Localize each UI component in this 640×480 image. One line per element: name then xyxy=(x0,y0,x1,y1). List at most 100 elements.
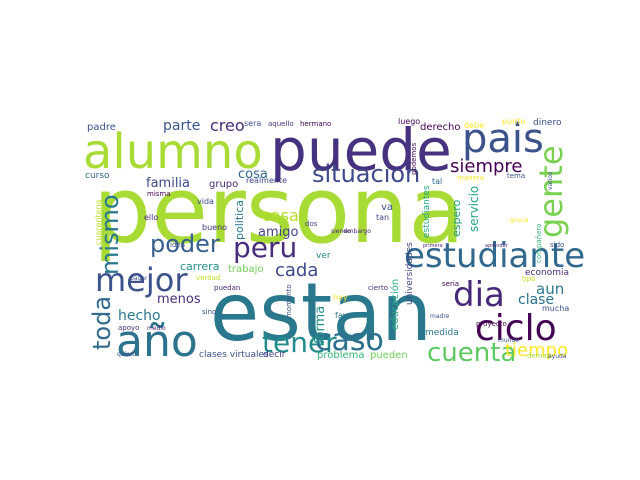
word-pais: pais xyxy=(462,116,544,162)
word-medida: medida xyxy=(425,328,459,338)
word-dinero: dinero xyxy=(533,118,562,128)
word-siendo: siendo xyxy=(331,228,351,235)
word-idea: idea xyxy=(170,241,185,249)
word-carrera: carrera xyxy=(180,260,219,273)
word-realmente: realmente xyxy=(246,176,287,185)
word-quiero: quiero xyxy=(117,351,136,358)
word-tipo: tipo xyxy=(522,275,535,283)
word-ver: ver xyxy=(316,251,331,261)
word-trabajo: trabajo xyxy=(228,264,264,275)
word-companero: compañero xyxy=(535,224,543,263)
word-favor: favor xyxy=(335,311,356,320)
word-luego: luego xyxy=(398,117,420,126)
word-sido: sido xyxy=(550,241,564,249)
word-verdad: verdad xyxy=(196,274,220,282)
word-cosa: cosa xyxy=(238,167,268,182)
word-debe: debe xyxy=(464,121,484,130)
word-ciclo: ciclo xyxy=(475,308,557,349)
word-mundo: mundo xyxy=(498,337,519,344)
word-vida: vida xyxy=(197,197,214,206)
word-aprender: aprender xyxy=(485,243,509,249)
word-mucha: mucha xyxy=(542,304,569,313)
word-misma: misma xyxy=(147,190,171,198)
word-medio: medio xyxy=(147,325,166,332)
word-va: va xyxy=(381,202,393,213)
word-poder: poder xyxy=(150,230,220,258)
word-tal: tal xyxy=(432,177,442,186)
word-toda: toda xyxy=(88,296,116,350)
word-sino: sino xyxy=(202,308,216,316)
word-gente: gente xyxy=(532,145,570,238)
word-tiempo: tiempo xyxy=(505,340,568,361)
word-servicio: servicio xyxy=(467,186,481,232)
word-tan: tan xyxy=(376,213,389,222)
word-curso: curso xyxy=(85,171,110,181)
word-alumno: alumno xyxy=(83,124,263,180)
word-peru: peru xyxy=(233,231,297,264)
word-parte: parte xyxy=(163,118,200,134)
word-amigo: amigo xyxy=(258,225,298,240)
word-ano: año xyxy=(116,316,198,367)
word-gracia: gracia xyxy=(510,217,529,224)
word-forma: forma xyxy=(313,306,328,344)
word-dia: dia xyxy=(453,275,505,315)
word-politica: politica xyxy=(233,200,246,240)
word-aun: aun xyxy=(536,280,564,298)
word-apoyo: apoyo xyxy=(118,324,139,332)
word-dos: dos xyxy=(305,220,318,228)
word-padre: padre xyxy=(87,122,116,133)
word-cuarentena: cuarentena xyxy=(94,199,103,245)
word-mejor: mejor xyxy=(95,261,188,299)
word-clases-virtuales: clases virtuales xyxy=(199,350,269,360)
word-ello: ello xyxy=(144,213,158,222)
word-ayuda: ayuda xyxy=(548,353,567,360)
word-primera: primera xyxy=(423,243,443,249)
word-hecho: hecho xyxy=(118,308,161,324)
word-manera: manera xyxy=(457,174,484,182)
word-puedan: puedan xyxy=(214,284,240,292)
word-pagar: pagar xyxy=(130,275,148,282)
word-mismo: mismo xyxy=(96,194,124,275)
word-punto: punto xyxy=(502,117,525,126)
word-cuenta: cuenta xyxy=(427,338,516,368)
word-hermano: hermano xyxy=(300,120,331,128)
word-derecho: derecho xyxy=(420,122,461,133)
word-cierto: cierto xyxy=(368,284,388,292)
word-demas: demas xyxy=(527,352,551,360)
word-bueno: bueno xyxy=(202,223,227,232)
word-caso: caso xyxy=(315,323,384,358)
word-hoy: hoy xyxy=(333,293,348,302)
word-menos: menos xyxy=(157,292,201,307)
word-pueden: pueden xyxy=(370,350,408,361)
word-universidades: universidades xyxy=(405,242,415,305)
word-tener: tener xyxy=(262,326,337,359)
word-grupo: grupo xyxy=(209,179,238,190)
word-estudiantes: estudiantes xyxy=(422,185,432,238)
word-siempre: siempre xyxy=(450,156,523,177)
word-sera: sera xyxy=(244,119,261,128)
word-clase: clase xyxy=(518,292,554,308)
word-espero: espero xyxy=(450,199,463,237)
word-casa: casa xyxy=(262,206,299,225)
word-puede: puede xyxy=(270,116,452,184)
word-madre: madre xyxy=(430,313,450,320)
word-familia: familia xyxy=(146,176,190,191)
word-aquello: aquello xyxy=(268,120,294,128)
word-economia: economia xyxy=(525,268,569,278)
word-cada: cada xyxy=(275,260,318,281)
word-persona: persona xyxy=(93,157,465,264)
word-situacion: situacion xyxy=(312,160,420,188)
word-proyecto: proyecto xyxy=(476,320,507,328)
word-estan: estan xyxy=(210,266,432,359)
word-tema: tema xyxy=(507,172,525,180)
word-educacion: educación xyxy=(389,279,401,330)
word-seria: seria xyxy=(442,280,459,288)
word-creo: creo xyxy=(210,116,245,135)
word-problema: problema xyxy=(317,350,365,361)
word-decir: decir xyxy=(263,350,286,360)
word-embargo: embargo xyxy=(344,228,371,235)
word-estudiante: estudiante xyxy=(404,236,585,276)
word-momento: momento xyxy=(285,284,293,318)
word-podemos: podemos xyxy=(410,142,418,175)
